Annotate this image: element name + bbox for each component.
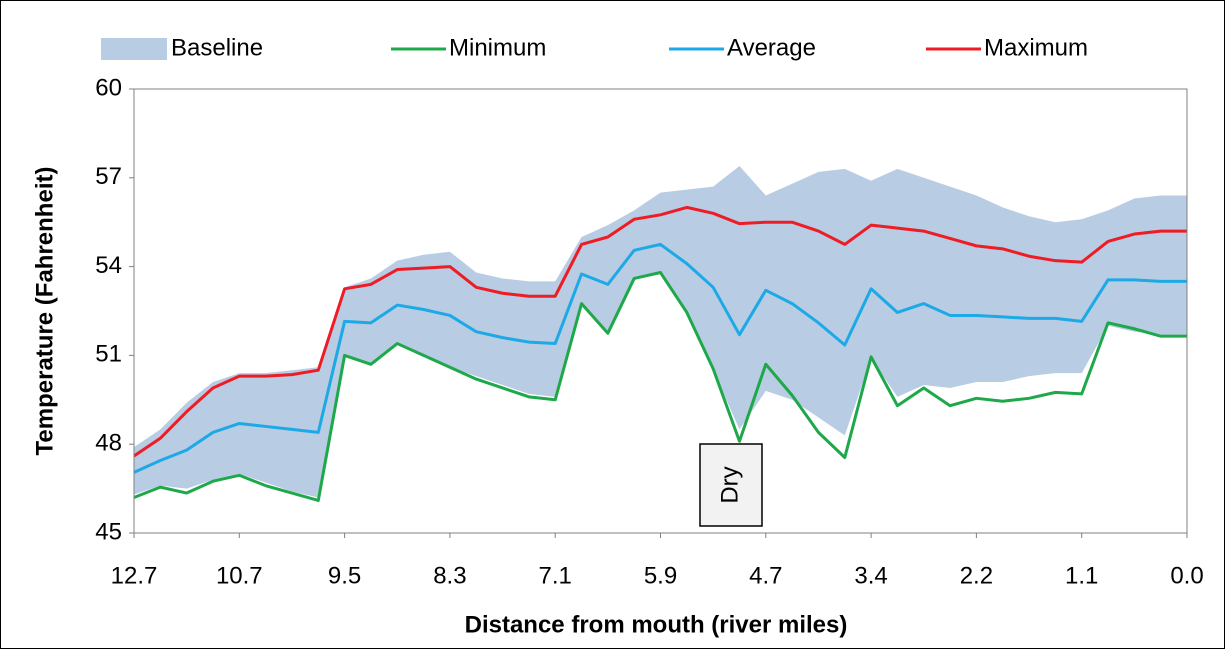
- legend-item: Average: [669, 34, 816, 61]
- x-tick-label: 8.3: [433, 562, 466, 589]
- series-line: [133, 271, 1187, 502]
- x-tick-label: 0.0: [1170, 562, 1203, 589]
- y-tick-label: 57: [95, 163, 122, 190]
- x-tick-label: 10.7: [216, 562, 263, 589]
- x-tick-label: 4.7: [749, 562, 782, 589]
- annotation: Dry: [699, 443, 763, 527]
- x-tick-label: 5.9: [644, 562, 677, 589]
- x-tick-label: 3.4: [854, 562, 887, 589]
- y-axis-title: Temperature (Fahrenheit): [31, 167, 58, 456]
- baseline-band: [134, 165, 1187, 498]
- series-line: [133, 242, 1187, 474]
- legend-label: Baseline: [171, 34, 263, 61]
- series-line: [133, 205, 1187, 458]
- legend-item: Maximum: [926, 34, 1088, 61]
- y-tick-label: 54: [95, 252, 122, 279]
- y-tick-label: 48: [95, 430, 122, 457]
- legend-item: Minimum: [391, 34, 546, 61]
- x-tick-label: 1.1: [1065, 562, 1098, 589]
- legend-swatch: [101, 38, 167, 60]
- x-tick-label: 12.7: [111, 562, 158, 589]
- legend-item: Baseline: [101, 34, 263, 61]
- x-tick-label: 9.5: [328, 562, 361, 589]
- y-tick-label: 45: [95, 518, 122, 545]
- x-axis-title: Distance from mouth (river miles): [465, 611, 848, 638]
- y-tick-label: 51: [95, 341, 122, 368]
- legend-label: Minimum: [449, 34, 546, 61]
- x-tick-label: 7.1: [539, 562, 572, 589]
- annotation-text: Dry: [716, 466, 743, 503]
- x-tick-label: 2.2: [960, 562, 993, 589]
- legend-label: Maximum: [984, 34, 1088, 61]
- y-tick-label: 60: [95, 74, 122, 101]
- legend-label: Average: [727, 34, 816, 61]
- annotation-box: [699, 443, 763, 527]
